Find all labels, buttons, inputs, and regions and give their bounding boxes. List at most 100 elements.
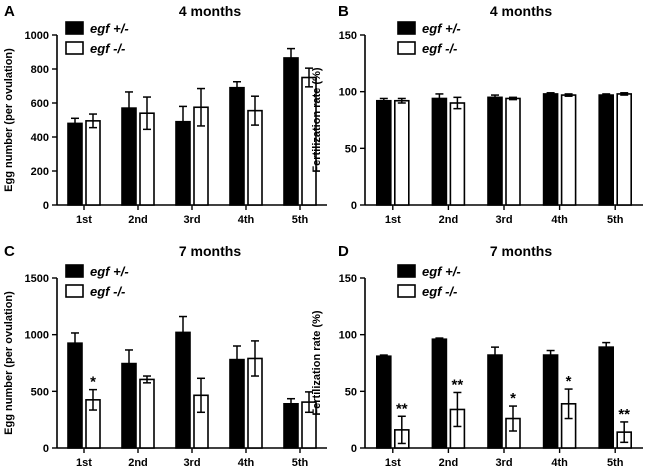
y-axis-label: Egg number (per ovulation) — [3, 291, 15, 435]
bar-het-2nd — [431, 97, 448, 206]
bar-het-5th — [283, 57, 299, 206]
legend-label: egf -/- — [90, 284, 125, 299]
y-tick-label: 0 — [43, 443, 49, 455]
y-tick-label: 0 — [351, 200, 357, 212]
y-tick-label: 50 — [345, 386, 357, 398]
bar-het-4th — [542, 354, 559, 449]
bar-het-2nd — [121, 107, 137, 206]
x-tick-label: 3rd — [495, 457, 512, 469]
x-tick-label: 4th — [551, 457, 568, 469]
chart-panel-a: A 4 months 0 200 400 600 800 1000 Egg number (pe… — [3, 3, 327, 226]
panel-letter: A — [4, 3, 15, 20]
significance-label: * — [90, 374, 96, 391]
bar-ko-5th — [616, 93, 633, 206]
y-axis-label: Fertilization rate (%) — [311, 310, 323, 415]
bar-ko-2nd — [139, 378, 155, 449]
panel-letter: D — [338, 243, 349, 260]
bar-het-2nd — [121, 362, 137, 449]
legend-swatch — [397, 21, 416, 35]
x-tick-label: 5th — [292, 214, 309, 226]
y-tick-label: 0 — [43, 200, 49, 212]
significance-label: ** — [396, 400, 408, 417]
x-tick-label: 2nd — [128, 214, 148, 226]
bar-ko-1st — [393, 99, 410, 206]
y-tick-label: 100 — [339, 330, 357, 342]
legend-label: egf +/- — [90, 264, 129, 279]
bar-het-2nd — [431, 338, 448, 449]
legend-label: egf +/- — [422, 264, 461, 279]
chart-panel-d: D 7 months 0 50 100 150 Fertilization rate (%)… — [311, 243, 643, 469]
legend-swatch — [65, 21, 84, 35]
x-tick-label: 3rd — [183, 214, 200, 226]
panel-letter: B — [338, 3, 349, 20]
y-tick-label: 150 — [339, 273, 357, 285]
chart-title: 4 months — [179, 3, 241, 19]
legend-label: egf +/- — [422, 21, 461, 36]
bar-ko-4th — [560, 94, 577, 206]
y-axis-label: Egg number (per ovulation) — [3, 48, 15, 192]
chart-panel-c: C 7 months 0 500 1000 1500 Egg number (per ovu… — [3, 243, 327, 469]
y-tick-label: 0 — [351, 443, 357, 455]
chart-title: 4 months — [490, 3, 552, 19]
x-tick-label: 1st — [76, 214, 92, 226]
bar-het-5th — [598, 346, 615, 449]
y-tick-label: 1500 — [25, 273, 49, 285]
x-tick-label: 1st — [385, 214, 401, 226]
x-tick-label: 1st — [76, 457, 92, 469]
legend-swatch — [65, 284, 84, 298]
bar-het-5th — [283, 402, 299, 449]
bar-het-1st — [375, 99, 392, 206]
x-tick-label: 4th — [238, 214, 255, 226]
x-tick-label: 5th — [292, 457, 309, 469]
bar-ko-2nd — [449, 102, 466, 206]
bar-het-4th — [542, 93, 559, 206]
y-tick-label: 1000 — [25, 330, 49, 342]
bar-het-1st — [67, 122, 83, 206]
significance-label: * — [510, 390, 516, 407]
y-tick-label: 600 — [31, 98, 49, 110]
bar-ko-1st — [85, 120, 101, 206]
x-tick-label: 5th — [607, 457, 624, 469]
x-tick-label: 2nd — [439, 457, 459, 469]
legend-label: egf -/- — [422, 284, 457, 299]
x-tick-label: 5th — [607, 214, 624, 226]
legend-swatch — [397, 264, 416, 278]
x-tick-label: 2nd — [128, 457, 148, 469]
bar-het-5th — [598, 94, 615, 206]
bar-ko-3rd — [505, 97, 521, 206]
bar-het-3rd — [175, 331, 191, 449]
chart-panel-b: B 4 months 0 50 100 150 Fertilization rate (%)… — [311, 3, 643, 226]
significance-label: ** — [618, 406, 630, 423]
significance-label: ** — [452, 376, 464, 393]
y-tick-label: 800 — [31, 64, 49, 76]
legend-label: egf -/- — [90, 41, 125, 56]
legend-swatch — [65, 264, 84, 278]
bar-het-3rd — [175, 120, 191, 206]
bar-het-3rd — [487, 96, 503, 206]
x-tick-label: 4th — [551, 214, 568, 226]
chart-title: 7 months — [179, 243, 241, 259]
legend-swatch — [65, 41, 84, 55]
y-tick-label: 100 — [339, 87, 357, 99]
x-tick-label: 2nd — [439, 214, 459, 226]
y-tick-label: 400 — [31, 132, 49, 144]
bar-het-4th — [229, 358, 245, 449]
bar-het-1st — [67, 342, 83, 449]
legend-label: egf +/- — [90, 21, 129, 36]
legend-swatch — [397, 41, 416, 55]
bar-het-4th — [229, 86, 245, 206]
y-axis-label: Fertilization rate (%) — [311, 67, 323, 172]
x-tick-label: 3rd — [183, 457, 200, 469]
bar-het-3rd — [487, 354, 503, 449]
chart-title: 7 months — [490, 243, 552, 259]
significance-label: * — [566, 373, 572, 390]
x-tick-label: 1st — [385, 457, 401, 469]
x-tick-label: 4th — [238, 457, 255, 469]
panel-letter: C — [4, 243, 15, 260]
y-tick-label: 150 — [339, 30, 357, 42]
legend-label: egf -/- — [422, 41, 457, 56]
legend-swatch — [397, 284, 416, 298]
x-tick-label: 3rd — [495, 214, 512, 226]
y-tick-label: 1000 — [25, 30, 49, 42]
